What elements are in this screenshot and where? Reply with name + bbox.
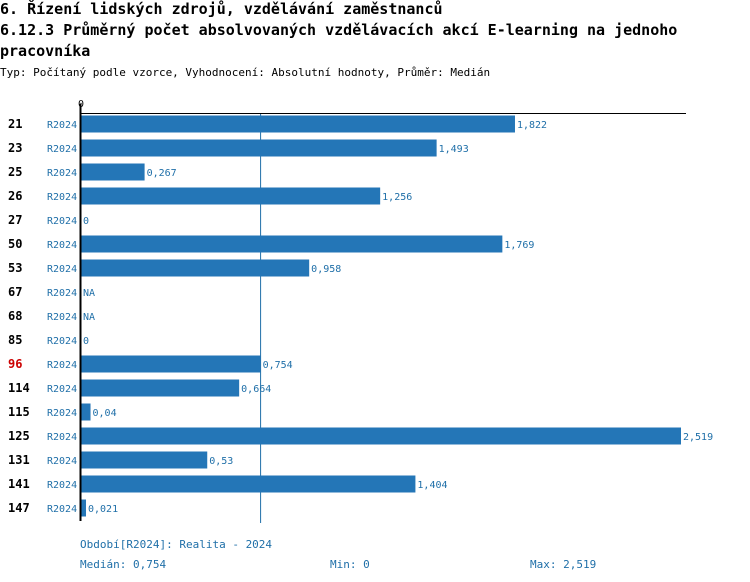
data-label: 1,493 <box>439 144 469 155</box>
series-label: R2024 <box>47 192 77 203</box>
bar <box>81 355 261 373</box>
data-label: 1,822 <box>517 120 547 131</box>
category-label: 27 <box>8 213 22 227</box>
category-label: 26 <box>8 189 22 203</box>
category-label: 141 <box>8 477 30 491</box>
category-label: 131 <box>8 453 30 467</box>
category-label: 67 <box>8 285 22 299</box>
data-label: 0,754 <box>263 360 293 371</box>
bar <box>81 235 503 253</box>
period-legend: Období[R2024]: Realita - 2024 <box>80 538 273 551</box>
bar <box>81 451 208 469</box>
bar <box>81 259 310 277</box>
category-label: 68 <box>8 309 22 323</box>
chart-type-info: Typ: Počítaný podle vzorce, Vyhodnocení:… <box>0 66 491 79</box>
series-label: R2024 <box>47 264 77 275</box>
category-label: 85 <box>8 333 22 347</box>
series-label: R2024 <box>47 288 77 299</box>
data-label: 0,04 <box>93 408 117 419</box>
data-label: 2,519 <box>683 432 713 443</box>
data-label: 0,267 <box>147 168 177 179</box>
bar <box>81 139 437 157</box>
data-label: 0 <box>83 336 89 347</box>
max-stat: Max: 2,519 <box>530 558 597 571</box>
bar <box>81 115 515 133</box>
data-label: 0 <box>83 216 89 227</box>
median-stat: Medián: 0,754 <box>80 558 167 571</box>
category-label: 21 <box>8 117 22 131</box>
page-title: 6. Řízení lidských zdrojů, vzdělávání za… <box>0 0 443 18</box>
min-stat: Min: 0 <box>330 558 370 571</box>
series-label: R2024 <box>47 240 77 251</box>
category-label: 25 <box>8 165 22 179</box>
bar <box>81 499 87 517</box>
category-label: 96 <box>8 357 22 371</box>
data-label: 0,664 <box>241 384 271 395</box>
series-label: R2024 <box>47 408 77 419</box>
data-label: 1,256 <box>382 192 412 203</box>
bar <box>81 187 381 205</box>
series-label: R2024 <box>47 480 77 491</box>
series-label: R2024 <box>47 216 77 227</box>
data-label: 0,021 <box>88 504 118 515</box>
data-label: 1,769 <box>504 240 534 251</box>
bar <box>81 163 145 181</box>
bar <box>81 475 416 493</box>
data-label: 0,958 <box>311 264 341 275</box>
series-label: R2024 <box>47 504 77 515</box>
series-label: R2024 <box>47 432 77 443</box>
category-label: 115 <box>8 405 30 419</box>
series-label: R2024 <box>47 336 77 347</box>
data-label: NA <box>83 312 95 323</box>
category-label: 125 <box>8 429 30 443</box>
chart-title: 6.12.3 Průměrný počet absolvovaných vzdě… <box>0 21 678 60</box>
data-label: 0,53 <box>209 456 233 467</box>
series-label: R2024 <box>47 360 77 371</box>
bar <box>81 427 681 445</box>
series-label: R2024 <box>47 120 77 131</box>
series-label: R2024 <box>47 144 77 155</box>
series-label: R2024 <box>47 384 77 395</box>
category-label: 23 <box>8 141 22 155</box>
category-label: 114 <box>8 381 30 395</box>
bar <box>81 379 240 397</box>
series-label: R2024 <box>47 312 77 323</box>
bar <box>81 403 91 421</box>
data-label: NA <box>83 288 95 299</box>
category-label: 50 <box>8 237 22 251</box>
category-label: 147 <box>8 501 30 515</box>
data-label: 1,404 <box>417 480 447 491</box>
series-label: R2024 <box>47 456 77 467</box>
series-label: R2024 <box>47 168 77 179</box>
category-label: 53 <box>8 261 22 275</box>
